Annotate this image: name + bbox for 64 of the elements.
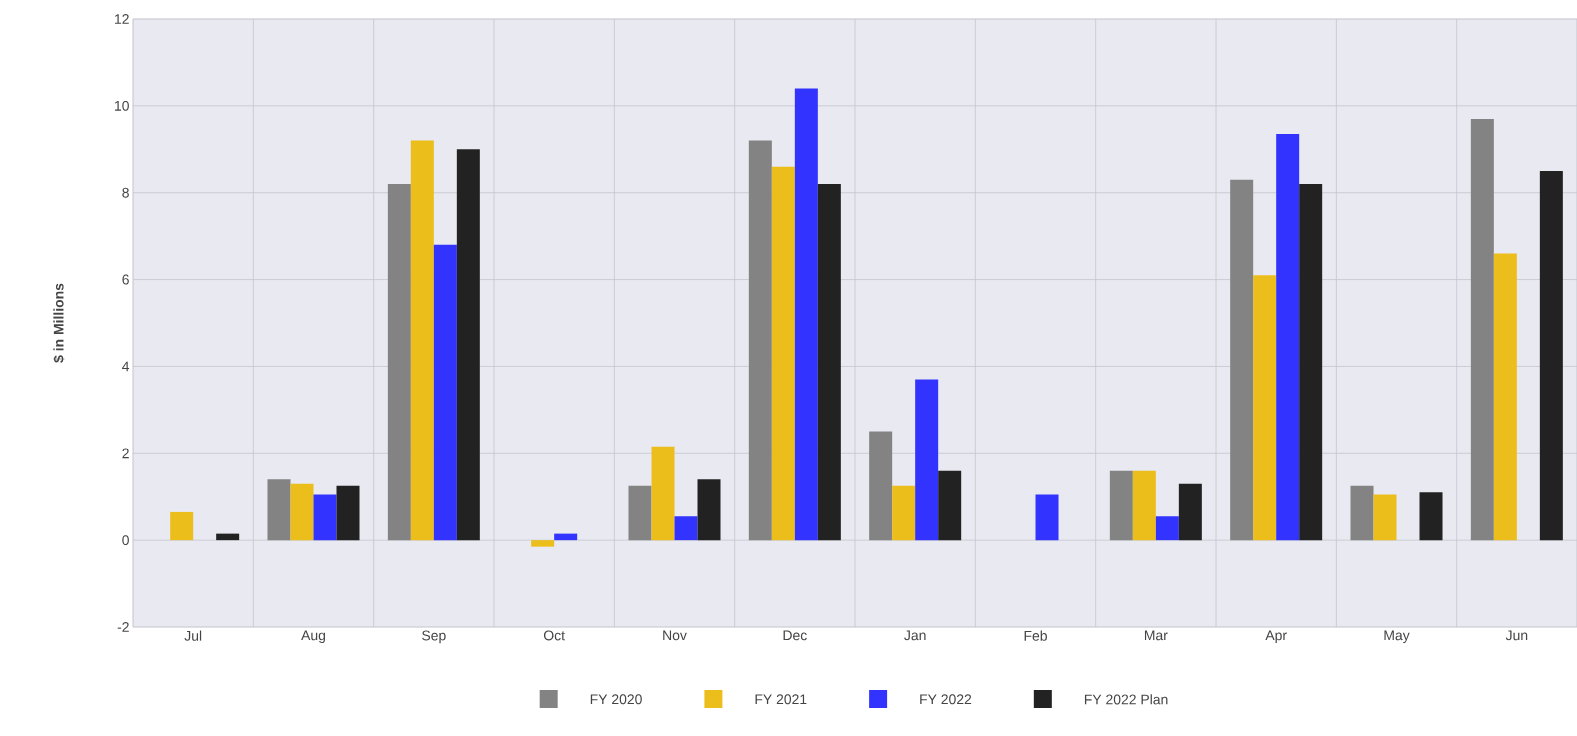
x-tick-label: Apr bbox=[1265, 630, 1287, 644]
y-tick-label: 8 bbox=[122, 187, 129, 198]
bar bbox=[915, 379, 939, 541]
x-tick-label: Mar bbox=[1144, 630, 1168, 641]
bar bbox=[313, 494, 337, 541]
x-tick-label: Oct bbox=[543, 630, 565, 641]
bar bbox=[531, 540, 555, 547]
x-tick-label: Jul bbox=[184, 630, 202, 641]
y-tick-label: 6 bbox=[122, 274, 129, 285]
legend-label: FY 2022 bbox=[920, 694, 972, 705]
bar bbox=[433, 244, 457, 541]
bar bbox=[554, 533, 578, 541]
bar bbox=[410, 140, 434, 541]
bar bbox=[1493, 253, 1517, 541]
bar bbox=[697, 479, 721, 541]
x-tick-label: Nov bbox=[663, 630, 687, 641]
bar bbox=[869, 431, 893, 541]
bar bbox=[336, 485, 360, 541]
bar bbox=[1470, 118, 1494, 541]
bar bbox=[794, 88, 818, 541]
x-tick-label: Jan bbox=[904, 630, 926, 641]
x-tick-label: Dec bbox=[783, 630, 807, 641]
x-tick-label: May bbox=[1384, 630, 1410, 644]
bar bbox=[1253, 275, 1277, 541]
bar bbox=[817, 184, 841, 541]
bar bbox=[748, 140, 772, 541]
x-tick-label: Jun bbox=[1505, 630, 1528, 641]
bar bbox=[170, 511, 194, 541]
legend-label: FY 2020 bbox=[590, 694, 642, 705]
bar bbox=[1230, 179, 1254, 541]
bar bbox=[938, 470, 962, 541]
bar bbox=[1178, 483, 1202, 541]
bar bbox=[1539, 171, 1563, 541]
bar bbox=[674, 516, 698, 541]
bar bbox=[1350, 485, 1374, 541]
y-tick-label: 12 bbox=[115, 14, 129, 24]
bar bbox=[628, 485, 652, 541]
y-tick-label: -2 bbox=[117, 622, 129, 632]
y-tick-label: 2 bbox=[122, 448, 129, 459]
y-tick-label: 10 bbox=[115, 100, 129, 111]
legend-label: FY 2021 bbox=[755, 694, 807, 705]
bar bbox=[1132, 470, 1156, 541]
bar bbox=[1276, 134, 1300, 541]
bar bbox=[771, 166, 795, 541]
bar bbox=[290, 483, 314, 541]
legend-label: FY 2022 Plan bbox=[1084, 694, 1168, 705]
bar bbox=[1155, 516, 1179, 541]
bar bbox=[1373, 494, 1397, 541]
y-tick-label: 4 bbox=[122, 361, 130, 372]
y-axis-title: $ in Millions bbox=[53, 283, 65, 363]
bar bbox=[651, 446, 675, 541]
x-tick-label: Feb bbox=[1024, 630, 1047, 641]
x-tick-label: Aug bbox=[301, 630, 326, 644]
bar bbox=[216, 533, 240, 541]
bar bbox=[1419, 492, 1443, 541]
bar bbox=[387, 184, 411, 541]
bar bbox=[456, 149, 480, 541]
bar bbox=[267, 479, 291, 541]
y-tick-label: 0 bbox=[122, 535, 129, 546]
bar bbox=[1035, 494, 1059, 541]
bar bbox=[892, 485, 916, 541]
bar bbox=[1109, 470, 1133, 541]
bar bbox=[1299, 184, 1323, 541]
x-tick-label: Sep bbox=[422, 630, 446, 644]
